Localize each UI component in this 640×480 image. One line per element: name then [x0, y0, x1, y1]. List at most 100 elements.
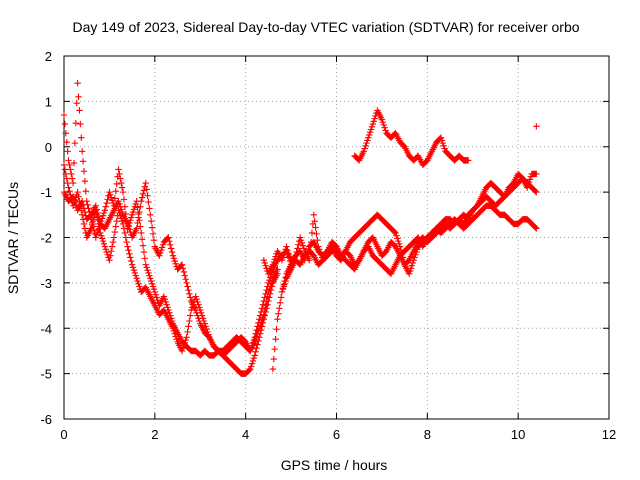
data-point-track-a	[103, 199, 110, 207]
x-tick-label: 8	[424, 427, 431, 442]
data-point-track-b	[66, 188, 73, 195]
data-point-track-e	[272, 335, 279, 343]
data-point-track-e	[275, 310, 282, 317]
data-point-track-e	[533, 188, 540, 196]
data-point-track-c	[118, 206, 125, 213]
data-point-track-a	[77, 120, 84, 128]
data-point-track-g	[441, 145, 448, 152]
data-point-track-a	[162, 298, 169, 306]
data-point-track-c	[274, 266, 281, 273]
data-point-track-d	[300, 245, 307, 252]
data-point-track-d	[284, 247, 291, 254]
data-point-track-b	[74, 188, 81, 196]
data-point-track-d	[312, 224, 319, 231]
data-point-track-a	[152, 291, 159, 298]
data-point-track-b	[62, 170, 70, 178]
data-point-track-b	[173, 335, 180, 343]
data-point-track-c	[193, 309, 200, 317]
data-point-track-c	[143, 186, 150, 193]
data-point-track-e	[273, 325, 280, 333]
data-point-track-g	[360, 148, 367, 155]
data-point-track-c	[184, 283, 191, 290]
data-point-track-c	[93, 206, 100, 213]
data-point-track-c	[147, 211, 154, 219]
data-point-track-c	[81, 208, 89, 216]
data-point-track-g	[367, 126, 375, 133]
data-point-track-b	[108, 243, 116, 250]
data-point-track-b	[123, 238, 130, 246]
data-point-track-a	[116, 170, 123, 178]
data-point-track-b	[128, 261, 136, 268]
data-point-track-d	[526, 176, 534, 183]
data-point-track-a	[64, 148, 71, 155]
data-point-track-c	[172, 260, 179, 268]
data-point-track-g	[363, 139, 370, 147]
data-point-track-a	[95, 226, 102, 233]
data-point-track-b	[252, 348, 259, 356]
data-point-track-d	[395, 237, 402, 245]
data-point-track-a	[78, 134, 85, 141]
data-point-track-d	[279, 254, 287, 261]
data-point-track-c	[267, 280, 275, 287]
data-point-track-c	[69, 193, 77, 200]
data-point-track-d	[296, 234, 304, 241]
y-tick-label: -4	[40, 321, 52, 336]
data-point-track-a	[94, 228, 101, 236]
data-point-track-d	[271, 256, 278, 263]
data-point-track-a	[147, 275, 154, 282]
x-tick-label: 4	[242, 427, 249, 442]
data-point-track-c	[251, 338, 258, 346]
data-point-track-c	[255, 327, 262, 335]
data-point-track-c	[268, 277, 276, 285]
data-point-track-f	[281, 280, 288, 287]
data-point-track-d	[411, 254, 418, 261]
data-point-track-c	[186, 290, 193, 297]
data-point-track-c	[157, 247, 165, 254]
data-point-track-a	[79, 158, 87, 165]
data-point-track-a	[266, 276, 273, 284]
data-point-track-c	[159, 241, 167, 248]
data-point-track-c	[195, 315, 202, 322]
y-tick-label: 2	[45, 49, 52, 64]
data-point-track-c	[254, 330, 261, 337]
data-point-track-b	[63, 175, 70, 182]
data-point-track-g	[382, 127, 389, 134]
data-point-track-b	[131, 269, 139, 277]
data-point-track-b	[196, 304, 203, 311]
data-point-track-g	[365, 134, 372, 141]
data-point-track-a	[148, 280, 156, 287]
data-point-track-a	[140, 248, 148, 256]
data-point-track-d	[392, 229, 399, 237]
data-point-track-b	[101, 243, 109, 250]
plot-frame	[63, 55, 610, 420]
data-point-track-a	[150, 286, 158, 293]
data-point-track-b	[251, 352, 258, 359]
data-point-track-d	[294, 245, 301, 252]
data-point-track-b	[88, 225, 95, 232]
data-point-track-d	[295, 241, 302, 248]
data-point-track-d	[533, 170, 540, 178]
data-point-track-b	[128, 257, 135, 265]
data-point-track-g	[368, 123, 376, 130]
data-point-track-c	[133, 225, 140, 232]
data-point-outlier	[533, 123, 540, 130]
data-point-track-b	[108, 247, 115, 255]
chart-title: Day 149 of 2023, Sidereal Day-to-day VTE…	[72, 19, 579, 35]
data-point-track-a	[107, 191, 114, 199]
data-point-track-e	[269, 365, 277, 373]
data-point-track-b	[104, 251, 111, 258]
data-point-track-a	[118, 184, 126, 191]
data-point-track-c	[166, 237, 173, 245]
data-point-track-c	[92, 202, 99, 209]
data-point-track-b	[80, 220, 88, 228]
data-point-track-b	[122, 234, 129, 241]
data-point-track-c	[262, 302, 269, 309]
data-point-track-b	[110, 234, 118, 241]
data-point-track-a	[104, 196, 111, 203]
data-point-track-g	[362, 142, 369, 150]
data-point-track-g	[379, 119, 387, 126]
data-point-track-a	[138, 236, 146, 243]
data-point-track-b	[202, 323, 209, 330]
data-point-track-c	[158, 244, 166, 251]
data-point-track-b	[102, 246, 109, 253]
